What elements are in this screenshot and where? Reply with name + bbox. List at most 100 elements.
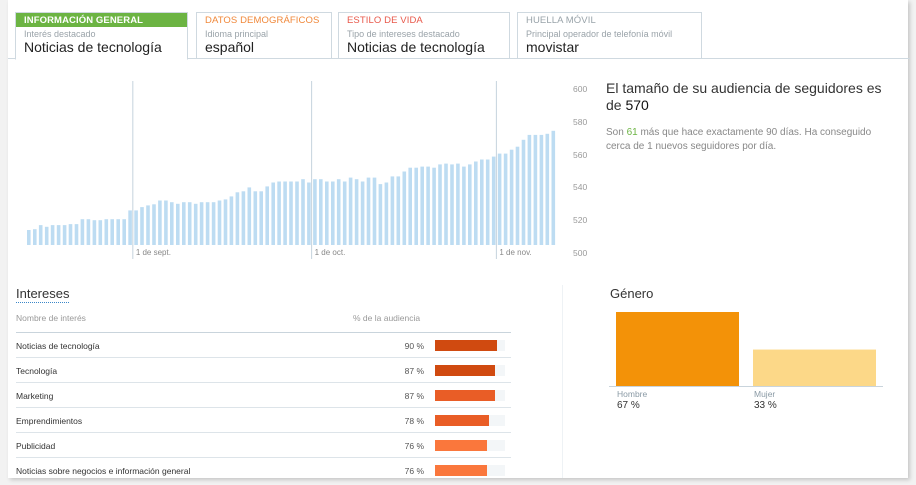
- follower-bar[interactable]: [360, 181, 365, 246]
- follower-bar[interactable]: [98, 220, 103, 245]
- follower-bar[interactable]: [134, 210, 138, 245]
- follower-bar[interactable]: [50, 225, 55, 245]
- tab-huella-movil[interactable]: HUELLA MÓVIL Principal operador de telef…: [517, 12, 702, 59]
- follower-bar[interactable]: [27, 230, 31, 245]
- follower-bar[interactable]: [122, 219, 126, 245]
- follower-bar[interactable]: [491, 156, 496, 245]
- follower-bar[interactable]: [146, 205, 150, 245]
- follower-bar[interactable]: [533, 134, 538, 245]
- tab-datos-demograficos[interactable]: DATOS DEMOGRÁFICOS Idioma principal espa…: [196, 12, 332, 59]
- follower-bar[interactable]: [480, 159, 484, 246]
- gender-bar-mujer[interactable]: [753, 349, 876, 386]
- follower-bar[interactable]: [348, 177, 353, 245]
- follower-bar[interactable]: [438, 164, 442, 245]
- follower-bar[interactable]: [86, 219, 91, 245]
- follower-bar[interactable]: [378, 184, 383, 245]
- follower-bar[interactable]: [515, 146, 520, 245]
- follower-bar[interactable]: [474, 161, 478, 246]
- follower-bar[interactable]: [366, 177, 371, 245]
- follower-bar[interactable]: [301, 179, 305, 245]
- follower-bar[interactable]: [313, 179, 317, 245]
- interests-title[interactable]: Intereses: [16, 286, 70, 303]
- follower-bar[interactable]: [229, 196, 234, 245]
- follower-bar[interactable]: [521, 139, 526, 245]
- gender-bar-hombre[interactable]: [616, 312, 739, 386]
- follower-bar[interactable]: [551, 130, 556, 245]
- follower-bar[interactable]: [408, 167, 412, 245]
- follower-bar[interactable]: [158, 200, 162, 246]
- follower-bar[interactable]: [217, 200, 222, 246]
- follower-bar[interactable]: [182, 202, 186, 245]
- follower-bar[interactable]: [205, 202, 210, 245]
- follower-bar[interactable]: [193, 203, 198, 245]
- follower-bar[interactable]: [241, 191, 246, 245]
- x-tick-label: 1 de oct.: [314, 248, 346, 257]
- follower-bar[interactable]: [444, 163, 448, 245]
- follower-bar[interactable]: [211, 202, 216, 245]
- follower-bar[interactable]: [33, 229, 37, 245]
- follower-bar[interactable]: [187, 202, 192, 245]
- follower-bar[interactable]: [539, 134, 544, 245]
- follower-bar[interactable]: [497, 153, 502, 245]
- follower-bar[interactable]: [170, 202, 174, 245]
- follower-bar[interactable]: [545, 133, 550, 245]
- follower-bar[interactable]: [462, 166, 466, 245]
- follower-bar[interactable]: [128, 210, 132, 245]
- follower-bar[interactable]: [271, 182, 275, 246]
- follower-bar[interactable]: [319, 179, 323, 245]
- follower-bar[interactable]: [414, 167, 418, 245]
- follower-bar[interactable]: [247, 187, 252, 245]
- follower-bar[interactable]: [509, 149, 514, 245]
- interest-pct: 76 %: [404, 466, 424, 476]
- follower-bar[interactable]: [396, 176, 401, 245]
- follower-bar[interactable]: [199, 202, 204, 245]
- follower-bar[interactable]: [68, 224, 73, 245]
- follower-bar[interactable]: [354, 179, 359, 245]
- follower-bar[interactable]: [426, 166, 430, 245]
- tab-estilo-de-vida[interactable]: ESTILO DE VIDA Tipo de intereses destaca…: [338, 12, 510, 59]
- follower-bar[interactable]: [384, 182, 389, 246]
- follower-bar[interactable]: [104, 219, 109, 245]
- follower-bar[interactable]: [176, 203, 180, 245]
- follower-bar[interactable]: [259, 191, 263, 245]
- follower-bar[interactable]: [485, 159, 490, 246]
- follower-bar[interactable]: [295, 181, 299, 246]
- follower-bar[interactable]: [140, 207, 144, 245]
- follower-bar[interactable]: [390, 176, 395, 245]
- followers-subtitle: Son 61 más que hace exactamente 90 días.…: [606, 126, 876, 154]
- follower-bar[interactable]: [527, 134, 532, 245]
- follower-bar[interactable]: [432, 167, 436, 245]
- follower-bar[interactable]: [503, 153, 508, 245]
- y-tick-label: 520: [573, 215, 588, 226]
- follower-bar[interactable]: [223, 199, 228, 245]
- follower-bar[interactable]: [331, 181, 335, 246]
- follower-bar[interactable]: [420, 166, 424, 245]
- follower-bar[interactable]: [253, 191, 258, 245]
- follower-bar[interactable]: [342, 181, 347, 246]
- follower-bar[interactable]: [450, 164, 454, 245]
- follower-bar[interactable]: [38, 225, 43, 245]
- follower-bar[interactable]: [74, 224, 79, 245]
- follower-bar[interactable]: [116, 219, 120, 245]
- follower-bar[interactable]: [56, 225, 61, 245]
- follower-bar[interactable]: [336, 179, 341, 245]
- follower-bar[interactable]: [235, 192, 240, 245]
- follower-bar[interactable]: [456, 163, 460, 245]
- follower-bar[interactable]: [289, 181, 293, 246]
- follower-bar[interactable]: [402, 171, 407, 246]
- tab-informacion-general[interactable]: INFORMACIÓN GENERAL Interés destacado No…: [15, 12, 188, 60]
- follower-bar[interactable]: [307, 182, 311, 246]
- follower-bar[interactable]: [325, 181, 329, 246]
- follower-bar[interactable]: [110, 219, 114, 245]
- follower-bar[interactable]: [44, 226, 49, 245]
- follower-bar[interactable]: [468, 164, 472, 245]
- follower-bar[interactable]: [277, 181, 281, 246]
- follower-bar[interactable]: [283, 181, 287, 246]
- follower-bar[interactable]: [92, 220, 97, 245]
- follower-bar[interactable]: [62, 225, 67, 245]
- follower-bar[interactable]: [80, 219, 85, 245]
- follower-bar[interactable]: [372, 177, 377, 245]
- follower-bar[interactable]: [152, 204, 156, 245]
- follower-bar[interactable]: [265, 186, 269, 245]
- follower-bar[interactable]: [164, 200, 168, 246]
